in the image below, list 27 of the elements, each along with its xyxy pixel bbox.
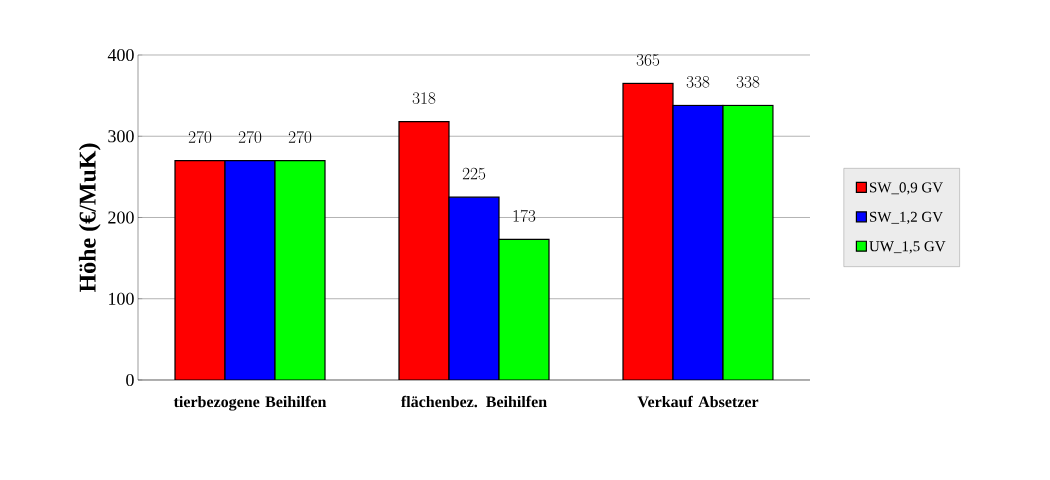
- legend-label: SW_0,9 GV: [869, 182, 943, 195]
- bar: [224, 160, 276, 380]
- legend-label: SW_1,2 GV: [869, 211, 943, 225]
- x-tick-label: Verkauf Absetzer: [637, 395, 759, 408]
- data-label: 173: [513, 209, 536, 222]
- bar: [622, 82, 674, 380]
- data-label: 365: [636, 54, 660, 66]
- y-tick-label: 400: [107, 48, 134, 62]
- data-label: 270: [188, 130, 212, 143]
- y-tick-label: 300: [108, 130, 134, 143]
- legend-label: UW_1,5 GV: [869, 241, 946, 254]
- bar: [448, 196, 500, 380]
- data-label: 270: [288, 130, 312, 143]
- bar: [174, 160, 226, 380]
- data-label: 318: [412, 92, 436, 104]
- y-tick-label: 200: [108, 211, 134, 224]
- y-tick-label: 0: [126, 373, 134, 387]
- data-label: 270: [238, 130, 262, 143]
- data-label: 338: [686, 76, 710, 88]
- x-tick-label: tierbezogene Beihilfen: [173, 395, 327, 411]
- bar: [398, 121, 450, 380]
- y-axis-title: Höhe (€/MuK): [78, 143, 101, 293]
- bar: [672, 104, 724, 380]
- data-label: 338: [736, 76, 760, 88]
- data-label: 225: [462, 167, 486, 180]
- y-tick-label: 100: [109, 292, 134, 305]
- x-tick-label: flächenbez. Beihilfen: [401, 395, 547, 408]
